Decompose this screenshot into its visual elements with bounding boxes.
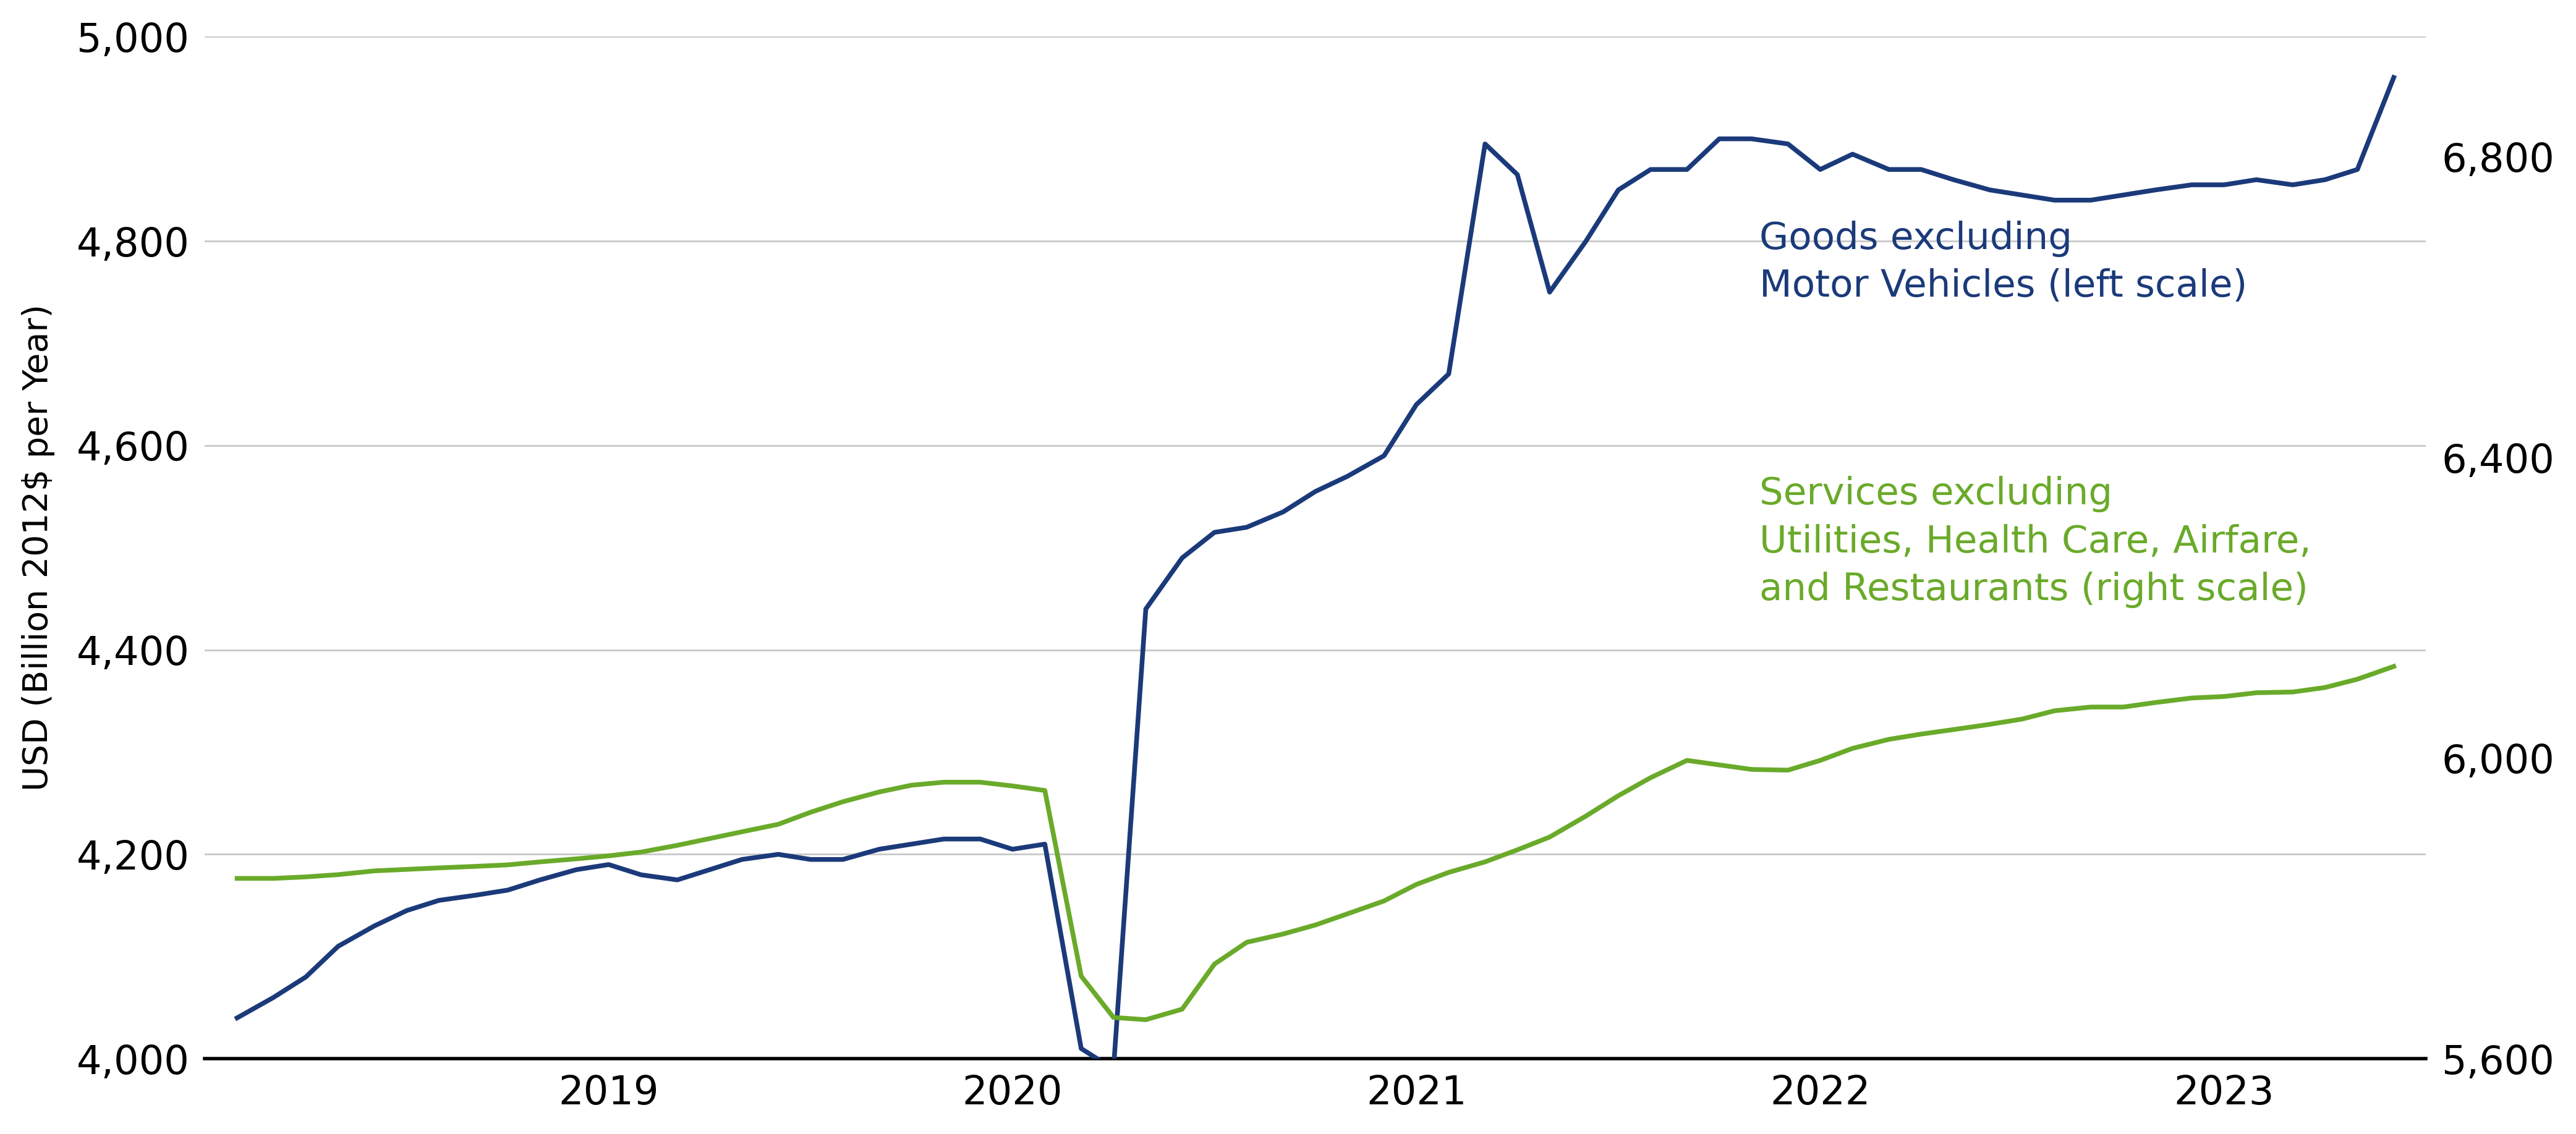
Text: Services excluding
Utilities, Health Care, Airfare,
and Restaurants (right scale: Services excluding Utilities, Health Car…	[1759, 476, 2311, 608]
Text: Goods excluding
Motor Vehicles (left scale): Goods excluding Motor Vehicles (left sca…	[1759, 221, 2249, 305]
Y-axis label: USD (Billion 2012$ per Year): USD (Billion 2012$ per Year)	[21, 304, 54, 792]
